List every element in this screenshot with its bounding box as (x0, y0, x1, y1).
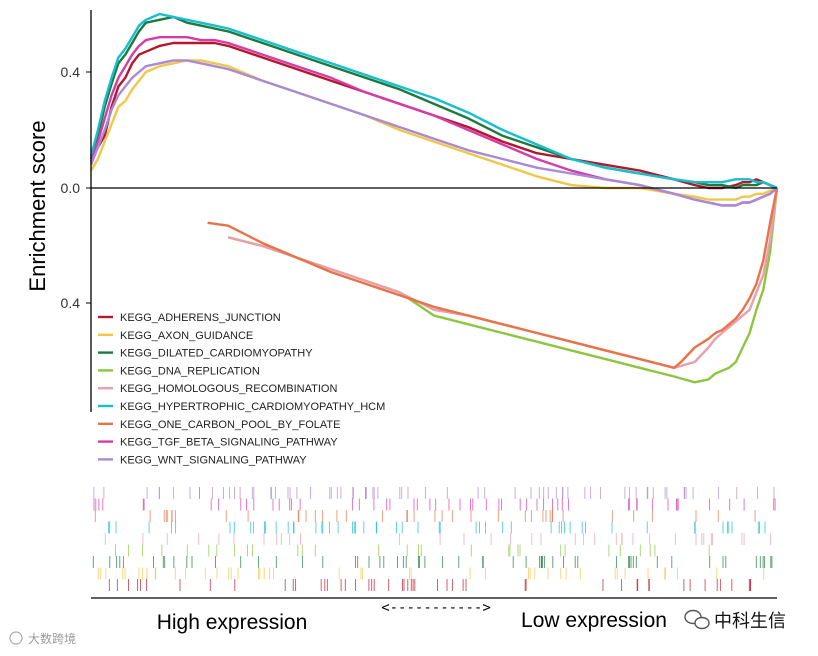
legend-label-kegg-dna-replication: KEGG_DNA_REPLICATION (120, 365, 260, 377)
series-line-kegg-axon-guidance (89, 59, 778, 201)
watermark-left: 大数跨境 (9, 631, 76, 646)
y-tick-label-neg-0-4: 0.4 (61, 295, 81, 311)
y-axis-label: Enrichment score (25, 120, 50, 291)
rug-row-kegg-dilated-cardiomyopathy (92, 556, 773, 568)
rug-row-kegg-hypertrophic-cardiomyopathy-hcm (108, 521, 766, 534)
legend-label-kegg-tgf-beta-signaling-pathway: KEGG_TGF_BETA_SIGNALING_PATHWAY (120, 437, 338, 449)
series-line-kegg-one-carbon-pool-by-folate (207, 187, 779, 369)
series-line-kegg-hypertrophic-cardiomyopathy-hcm (89, 12, 778, 190)
y-tick-label-0-0: 0.0 (61, 180, 81, 196)
watermark-logo-icon (9, 631, 23, 645)
rug-row-kegg-adherens-junction (108, 579, 752, 591)
legend-label-kegg-one-carbon-pool-by-folate: KEGG_ONE_CARBON_POOL_BY_FOLATE (120, 419, 340, 431)
legend-label-kegg-dilated-cardiomyopathy: KEGG_DILATED_CARDIOMYOPATHY (120, 348, 313, 360)
legend-label-kegg-wnt-signaling-pathway: KEGG_WNT_SIGNALING_PATHWAY (120, 454, 307, 466)
rug-row-kegg-axon-guidance (97, 567, 765, 580)
axes: 0.4 0.0 0.4 Enrichment score (25, 10, 777, 412)
series-line-kegg-wnt-signaling-pathway (89, 59, 778, 207)
legend-label-kegg-adherens-junction: KEGG_ADHERENS_JUNCTION (120, 312, 281, 324)
rug-row-kegg-one-carbon-pool-by-folate (94, 510, 756, 522)
y-tick-label-0-4: 0.4 (61, 64, 81, 80)
legend: KEGG_ADHERENS_JUNCTION KEGG_AXON_GUIDANCE… (98, 312, 385, 466)
brand-text: 中科生信 (714, 611, 786, 632)
legend-label-kegg-homologous-recombination: KEGG_HOMOLOGOUS_RECOMBINATION (120, 383, 337, 395)
watermark-right: 中科生信 (684, 609, 786, 632)
rug-row-kegg-wnt-signaling-pathway (93, 487, 775, 499)
high-expression-label: High expression (157, 611, 308, 634)
enrichment-lines (89, 12, 779, 384)
rug-row-kegg-dna-replication (115, 544, 710, 557)
wechat-icon (684, 609, 710, 630)
legend-label-kegg-axon-guidance: KEGG_AXON_GUIDANCE (120, 330, 253, 342)
watermark-left-text: 大数跨境 (28, 631, 76, 646)
series-line-kegg-homologous-recombination (227, 187, 779, 369)
gene-rug-plot (92, 487, 776, 591)
rug-row-kegg-tgf-beta-signaling-pathway (93, 498, 776, 511)
footer: High expression <-----------> Low expres… (157, 600, 667, 634)
legend-label-kegg-hypertrophic-cardiomyopathy-hcm: KEGG_HYPERTROPHIC_CARDIOMYOPATHY_HCM (120, 401, 385, 413)
low-expression-label: Low expression (521, 609, 667, 632)
direction-arrow: <-----------> (381, 600, 491, 616)
rug-row-kegg-homologous-recombination (104, 533, 771, 545)
